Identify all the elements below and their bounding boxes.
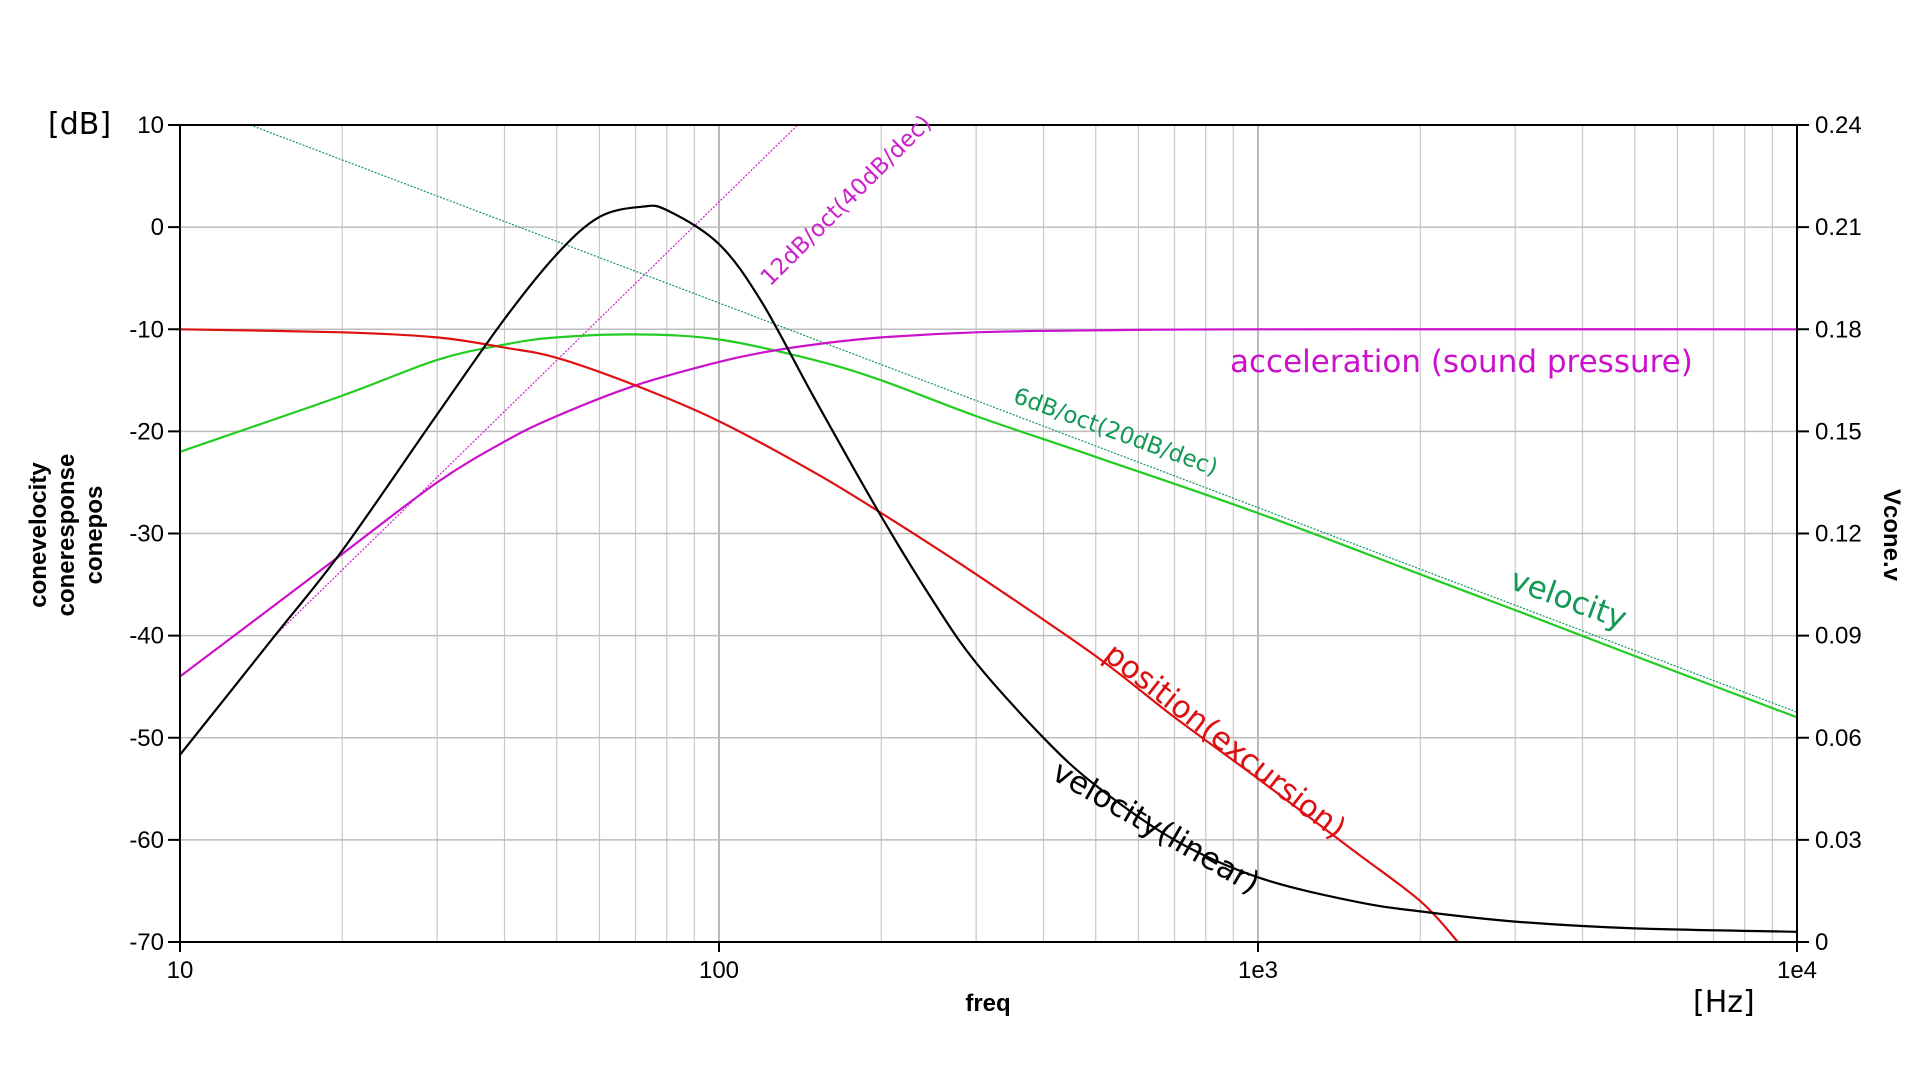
y-left-tick-label: -70 [129, 929, 164, 956]
y-left-tick-label: -40 [129, 623, 164, 650]
y-right-tick-label: 0.21 [1815, 214, 1862, 241]
y-left-unit: [dB] [48, 107, 111, 142]
y-left-label-coneresponse: coneresponse [53, 454, 80, 617]
y-right-tick-label: 0.18 [1815, 316, 1862, 343]
annotation-velocity: velocity [1505, 562, 1631, 637]
y-right-tick-label: 0.15 [1815, 418, 1862, 445]
x-axis-title: freq [965, 990, 1010, 1017]
series-line-conepos [180, 328, 1459, 942]
reference-line-6db-oct-20db-dec- [250, 125, 1797, 713]
y-left-tick-label: 10 [137, 112, 164, 139]
annotation-acceleration: acceleration (sound pressure) [1230, 344, 1693, 380]
y-left-tick-label: -60 [129, 827, 164, 854]
series-line-vcone-v [180, 204, 1797, 933]
y-left-tick-label: -10 [129, 316, 164, 343]
y-left-tick-label: -30 [129, 521, 164, 548]
y-left-tick-label: 0 [151, 214, 164, 241]
x-tick-label: 1e4 [1777, 957, 1817, 984]
y-left-label-conepos: conepos [81, 486, 108, 585]
axis-ticks: 100-10-20-30-40-50-60-700.240.210.180.15… [129, 112, 1861, 984]
data-series [180, 125, 1797, 942]
x-tick-label: 1e3 [1238, 957, 1278, 984]
y-right-axis-title: Vcone.v [1878, 489, 1905, 582]
y-right-tick-label: 0.24 [1815, 112, 1862, 139]
y-right-tick-label: 0.06 [1815, 725, 1862, 752]
y-left-tick-label: -50 [129, 725, 164, 752]
y-right-tick-label: 0 [1815, 929, 1828, 956]
x-tick-label: 10 [167, 957, 194, 984]
grid-lines [180, 125, 1797, 942]
y-left-tick-label: -20 [129, 418, 164, 445]
y-left-label-conevelocity: conevelocity [25, 462, 52, 608]
x-unit: [Hz] [1693, 985, 1755, 1020]
annotation-12db-oct: 12dB/oct(40dB/dec) [756, 110, 937, 291]
x-tick-label: 100 [699, 957, 739, 984]
annotation-6db-oct: 6dB/oct(20dB/dec) [1010, 383, 1221, 481]
y-right-tick-label: 0.09 [1815, 623, 1862, 650]
series-line-coneresponse [180, 328, 1797, 678]
y-right-tick-label: 0.12 [1815, 521, 1862, 548]
reference-line-12db-oct-40db-dec- [274, 125, 799, 637]
series-line-conevelocity [180, 333, 1797, 719]
y-right-tick-label: 0.03 [1815, 827, 1862, 854]
